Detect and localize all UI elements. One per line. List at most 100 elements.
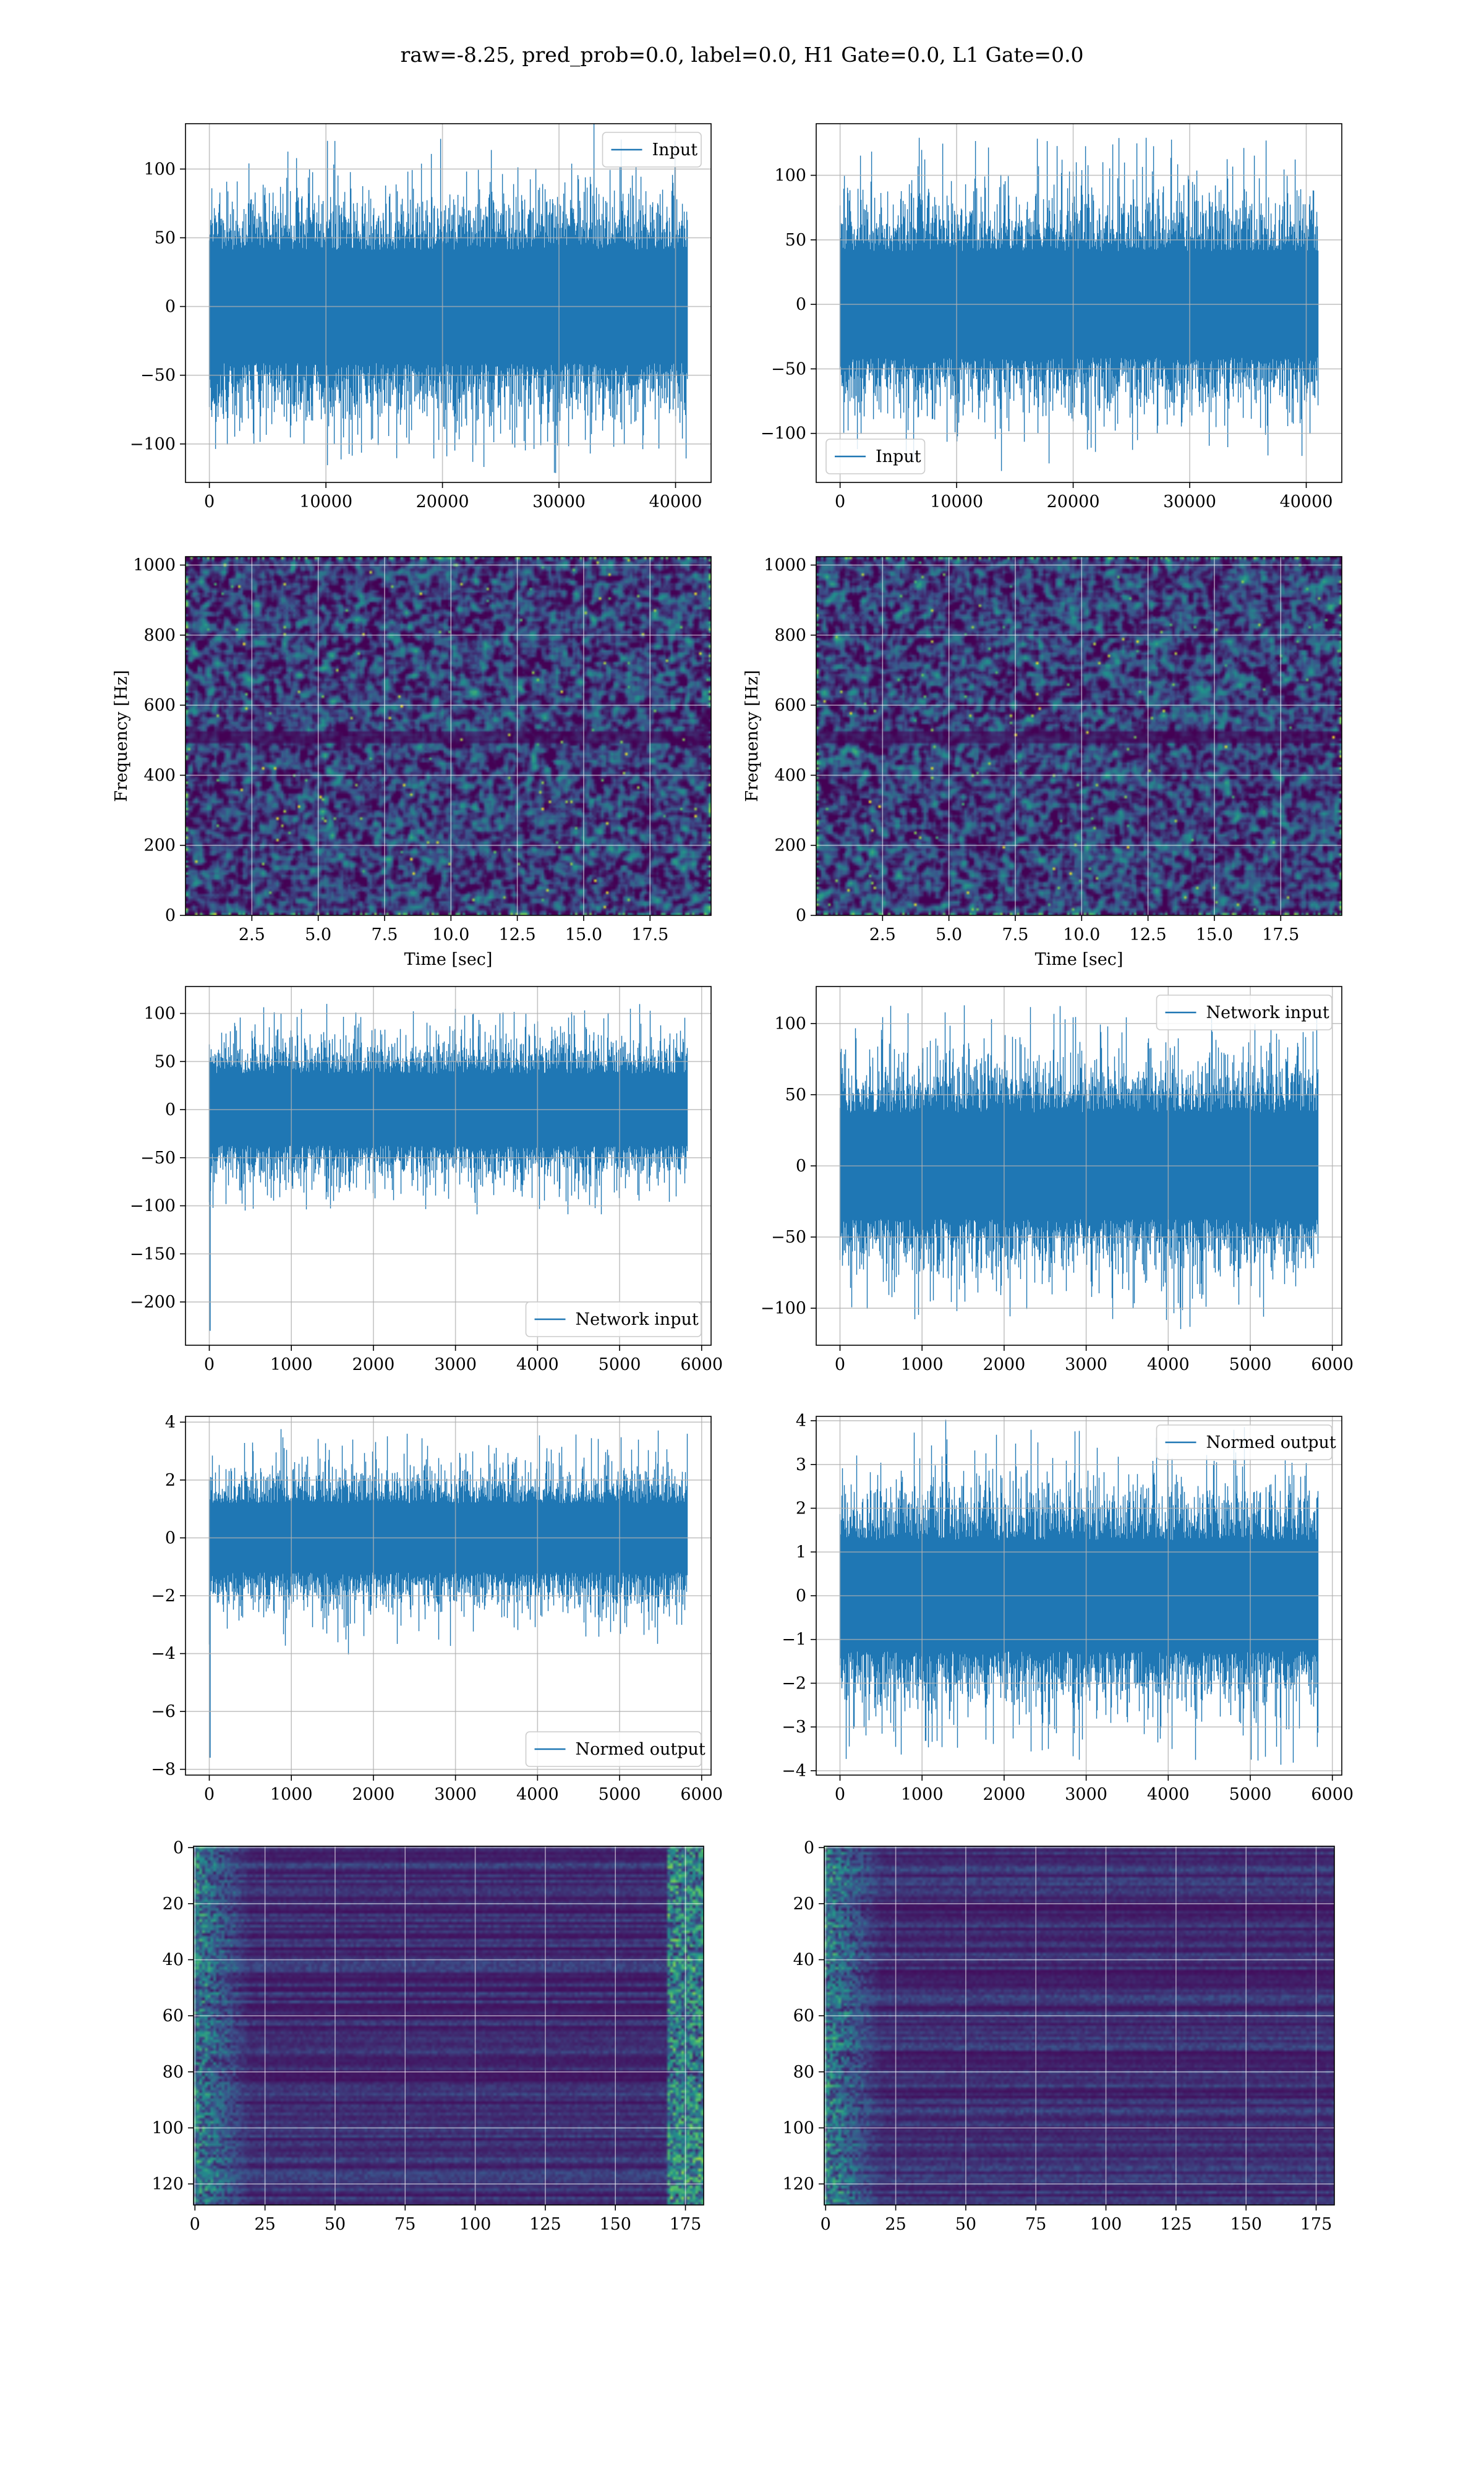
x-tick-label: 6000 <box>1311 1355 1354 1374</box>
panel-input-l1: 0 10000 20000 30000 40000 −100 −50 0 50 100 Input <box>761 123 1342 511</box>
x-tick-label: 6000 <box>680 1785 723 1804</box>
legend-frame <box>602 132 702 168</box>
panel-spectrogram-h1: 2.5 5.0 7.5 10.0 12.5 15.0 17.5 0 200 400 600 800 10… <box>112 556 712 969</box>
y-tick-label: −1 <box>782 1630 806 1650</box>
panel-network-input-h1: 0 1000 2000 3000 4000 5000 6000−200−150−100−50… <box>130 986 723 1374</box>
x-tick-label: 4000 <box>516 1355 559 1374</box>
legend: Network input <box>1156 995 1333 1030</box>
y-tick-label: 0 <box>796 906 806 925</box>
x-tick-label: 125 <box>529 2215 561 2234</box>
legend: Input <box>602 132 702 168</box>
x-tick-label: 15.0 <box>565 925 602 944</box>
y-tick-label: 200 <box>143 836 176 855</box>
y-axis-label: Frequency [Hz] <box>112 670 131 802</box>
y-tick-label: 0 <box>165 906 176 925</box>
y-tick-label: −50 <box>771 359 806 379</box>
x-tick-label: 2000 <box>983 1355 1026 1374</box>
x-tick-label: 5000 <box>599 1785 641 1804</box>
y-tick-label: 80 <box>163 2063 184 2082</box>
y-tick-label: −3 <box>782 1718 806 1737</box>
y-tick-label: 800 <box>143 626 176 645</box>
x-tick-label: 10000 <box>299 492 352 511</box>
y-tick-label: −100 <box>761 424 806 443</box>
y-tick-label: −4 <box>151 1645 176 1664</box>
y-tick-label: 120 <box>782 2175 814 2194</box>
x-tick-label: 12.5 <box>1130 925 1167 944</box>
x-tick-label: 40000 <box>649 492 702 511</box>
y-tick-label: 50 <box>155 1052 176 1071</box>
x-tick-label: 100 <box>1090 2215 1122 2234</box>
y-tick-label: −100 <box>130 435 176 454</box>
legend-label: Input <box>652 140 698 160</box>
x-tick-label: 20000 <box>1047 492 1100 511</box>
y-tick-label: 120 <box>151 2175 184 2194</box>
y-tick-label: 4 <box>165 1413 176 1432</box>
x-tick-label: 5.0 <box>936 925 962 944</box>
x-tick-label: 6000 <box>1311 1785 1354 1804</box>
legend-label: Normed output <box>576 1740 706 1759</box>
y-tick-label: 4 <box>796 1411 806 1431</box>
y-tick-label: 100 <box>143 1004 176 1024</box>
legend: Normed output <box>1156 1424 1336 1460</box>
y-tick-label: 0 <box>165 1100 176 1119</box>
y-tick-label: 100 <box>143 160 176 179</box>
x-tick-label: 5000 <box>1229 1355 1272 1374</box>
x-tick-label: 75 <box>394 2215 416 2234</box>
x-tick-label: 2000 <box>352 1355 395 1374</box>
x-tick-label: 7.5 <box>371 925 398 944</box>
y-tick-label: 2 <box>165 1471 176 1490</box>
x-tick-label: 125 <box>1160 2215 1192 2234</box>
panel-normed-output-h1: 0 1000 2000 3000 4000 5000 6000 −8 −6 −4 −2 0 2 4 Norm… <box>151 1413 723 1804</box>
axes-frame <box>185 556 712 916</box>
x-tick-label: 40000 <box>1280 492 1333 511</box>
y-tick-label: 50 <box>155 228 176 247</box>
y-tick-label: 2 <box>796 1499 806 1518</box>
x-tick-label: 2.5 <box>239 925 265 944</box>
heatmap-image <box>816 557 1342 915</box>
y-tick-label: −8 <box>151 1760 176 1779</box>
legend: Input <box>825 439 926 474</box>
x-tick-label: 0 <box>835 1355 845 1374</box>
y-tick-label: 400 <box>774 766 806 785</box>
y-tick-label: −2 <box>782 1674 806 1693</box>
y-tick-label: 0 <box>173 1838 184 1857</box>
panel-input-h1: 0 10000 20000 30000 40000 −100 −50 0 50 100 Input <box>130 123 712 511</box>
x-tick-label: 10000 <box>930 492 983 511</box>
axes-frame <box>816 556 1342 916</box>
y-tick-label: −6 <box>151 1702 176 1721</box>
x-tick-label: 1000 <box>901 1355 944 1374</box>
x-tick-label: 12.5 <box>499 925 536 944</box>
x-tick-label: 25 <box>254 2215 275 2234</box>
x-tick-label: 75 <box>1025 2215 1046 2234</box>
x-tick-label: 5000 <box>1229 1785 1272 1804</box>
x-tick-label: 175 <box>670 2215 702 2234</box>
x-tick-label: 7.5 <box>1002 925 1028 944</box>
y-tick-label: 40 <box>793 1951 814 1970</box>
legend-frame <box>1156 995 1333 1030</box>
x-tick-label: 0 <box>190 2215 200 2234</box>
x-tick-label: 150 <box>1230 2215 1262 2234</box>
y-tick-label: 60 <box>793 2006 814 2026</box>
y-tick-label: 50 <box>785 231 806 250</box>
y-tick-label: 400 <box>143 766 176 785</box>
y-tick-label: 600 <box>143 696 176 715</box>
legend-frame <box>1156 1424 1333 1460</box>
x-axis-label: Time [sec] <box>1035 950 1124 969</box>
axes-frame <box>193 1846 704 2206</box>
y-tick-label: 1000 <box>133 556 176 575</box>
y-tick-label: 100 <box>782 2118 814 2138</box>
y-tick-label: 0 <box>804 1838 814 1857</box>
y-tick-label: 0 <box>796 1586 806 1606</box>
figure-title: raw=-8.25, pred_prob=0.0, label=0.0, H1 … <box>400 43 1083 67</box>
y-tick-label: 60 <box>163 2006 184 2026</box>
legend-frame <box>525 1301 702 1337</box>
x-tick-label: 3000 <box>1065 1785 1107 1804</box>
panel-output-image-l1: 0 25 50 75 100 125 150 175 0 20 40 60 80 100 120 <box>782 1838 1335 2234</box>
x-tick-label: 0 <box>835 492 845 511</box>
y-tick-label: 3 <box>796 1455 806 1475</box>
axes-frame <box>185 986 712 1346</box>
x-tick-label: 2000 <box>352 1785 395 1804</box>
panel-spectrogram-l1: 2.5 5.0 7.5 10.0 12.5 15.0 17.5 0 200 400 600 800 10… <box>743 556 1342 969</box>
x-tick-label: 3000 <box>434 1785 477 1804</box>
x-tick-label: 2000 <box>983 1785 1026 1804</box>
